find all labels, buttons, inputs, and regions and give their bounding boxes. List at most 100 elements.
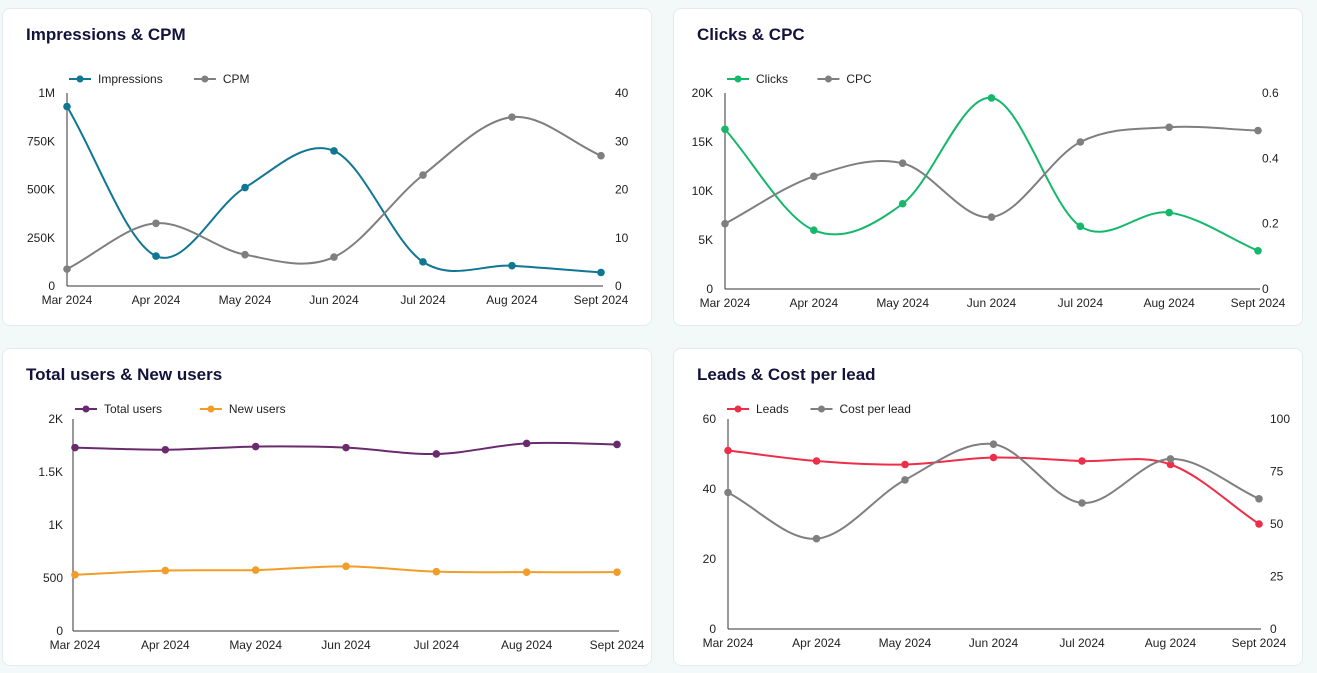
data-point <box>241 250 249 259</box>
y-left-tick-label: 10K <box>692 184 713 198</box>
legend-marker <box>201 75 209 83</box>
data-point <box>342 443 350 452</box>
data-point <box>1254 126 1262 135</box>
y-left-tick-label: 500 <box>43 571 63 585</box>
y-right-tick-label: 0.2 <box>1262 217 1279 231</box>
data-point <box>989 453 998 462</box>
y-left-tick-label: 500K <box>27 183 55 197</box>
legend-marker <box>824 75 832 83</box>
legend-marker <box>76 75 84 83</box>
x-tick-label: Aug 2024 <box>1143 296 1195 310</box>
data-point <box>508 261 516 270</box>
data-point <box>63 265 71 273</box>
data-point <box>161 445 170 454</box>
data-point <box>901 476 909 484</box>
y-right-tick-label: 0 <box>615 279 622 293</box>
y-left-tick-label: 2K <box>48 412 63 426</box>
data-point <box>721 219 729 228</box>
impressions-cpm-card: Impressions & CPM 0 250K 500K 750K 1M 0 10 20 30… <box>2 8 652 326</box>
data-point <box>1165 123 1173 132</box>
y-left-tick-label: 1M <box>38 86 55 100</box>
data-point <box>987 213 996 221</box>
data-point <box>812 534 821 543</box>
y-left-tick-label: 0 <box>706 282 713 296</box>
x-tick-label: May 2024 <box>229 638 282 652</box>
y-right-tick-label: 30 <box>615 134 629 148</box>
x-tick-label: Sept 2024 <box>574 293 629 307</box>
x-tick-label: Jul 2024 <box>1058 296 1104 310</box>
y-right-tick-label: 75 <box>1270 465 1284 479</box>
y-left-tick-label: 750K <box>27 134 55 148</box>
data-point <box>898 159 907 168</box>
data-point <box>152 252 160 260</box>
series-line <box>66 116 602 271</box>
legend-label: CPC <box>846 72 872 86</box>
legend-label: New users <box>229 402 286 416</box>
data-point <box>241 183 249 192</box>
series-line <box>724 96 1259 252</box>
data-point <box>810 172 818 181</box>
x-tick-label: Jun 2024 <box>321 638 371 652</box>
series-line <box>66 105 602 274</box>
data-point <box>342 562 350 571</box>
legend-marker <box>207 405 215 413</box>
x-tick-label: May 2024 <box>879 636 932 650</box>
y-right-tick-label: 0.6 <box>1262 86 1279 100</box>
y-right-tick-label: 50 <box>1270 517 1284 531</box>
y-left-tick-label: 15K <box>692 135 713 149</box>
data-point <box>152 219 160 228</box>
data-point <box>1076 222 1085 231</box>
impressions-cpm-chart: 0 250K 500K 750K 1M 0 10 20 30 40 Mar 2024 Apr 2024… <box>27 72 629 307</box>
data-point <box>1076 138 1085 146</box>
y-right-tick-label: 25 <box>1270 570 1284 584</box>
clicks-cpc-card: Clicks & CPC 0 5K 10K 15K 20K 0 0.2 0.4 0.6 Mar 2… <box>673 8 1303 326</box>
y-right-tick-label: 0 <box>1270 622 1277 636</box>
y-left-tick-label: 0 <box>709 622 716 636</box>
x-tick-label: Mar 2024 <box>700 296 751 310</box>
x-tick-label: Apr 2024 <box>789 296 838 310</box>
y-left-tick-label: 250K <box>27 231 55 245</box>
y-right-tick-label: 10 <box>615 231 629 245</box>
legend-item: Total users <box>75 402 162 416</box>
data-point <box>901 460 909 469</box>
legend-label: Total users <box>104 402 162 416</box>
data-point <box>330 253 338 261</box>
data-point <box>251 442 260 451</box>
leads-cpl-chart: 0 20 40 60 0 25 50 75 100 Mar 2024 Apr 2024 May 202… <box>703 402 1291 650</box>
data-point <box>63 102 71 111</box>
x-tick-label: Aug 2024 <box>1145 636 1197 650</box>
x-tick-label: Jul 2024 <box>400 293 446 307</box>
data-point <box>898 199 907 208</box>
y-left-tick-label: 1.5K <box>38 465 63 479</box>
data-point <box>508 113 516 121</box>
data-point <box>1166 455 1175 463</box>
y-left-tick-label: 20 <box>703 552 717 566</box>
clicks-cpc-chart: 0 5K 10K 15K 20K 0 0.2 0.4 0.6 Mar 2024 Apr 2024 Ma… <box>692 72 1286 310</box>
chart-title: Clicks & CPC <box>697 25 805 44</box>
legend-label: CPM <box>223 72 250 86</box>
x-tick-label: Jun 2024 <box>967 296 1017 310</box>
series-line <box>724 125 1259 225</box>
data-point <box>161 566 170 575</box>
legend-item: CPC <box>817 72 872 86</box>
data-point <box>1255 520 1263 528</box>
x-tick-label: Sept 2024 <box>1232 636 1287 650</box>
data-point <box>1165 208 1173 217</box>
data-point <box>597 268 605 277</box>
data-point <box>987 94 996 102</box>
legend-item: Clicks <box>727 72 788 86</box>
legend-marker <box>734 75 742 83</box>
y-right-tick-label: 0.4 <box>1262 151 1279 165</box>
x-tick-label: May 2024 <box>876 296 929 310</box>
leads-cpl-card: Leads & Cost per lead 0 20 40 60 0 25 50 75 100 M… <box>673 348 1303 666</box>
data-point <box>1255 495 1263 503</box>
y-left-tick-label: 20K <box>692 86 713 100</box>
users-chart: 0 500 1K 1.5K 2K Mar 2024 Apr 2024 May 2024 Jun … <box>38 402 644 652</box>
data-point <box>522 439 531 448</box>
y-left-tick-label: 1K <box>48 518 63 532</box>
data-point <box>810 226 818 234</box>
x-tick-label: Aug 2024 <box>486 293 538 307</box>
data-point <box>1254 246 1262 255</box>
y-left-tick-label: 5K <box>698 233 713 247</box>
data-point <box>812 457 821 465</box>
